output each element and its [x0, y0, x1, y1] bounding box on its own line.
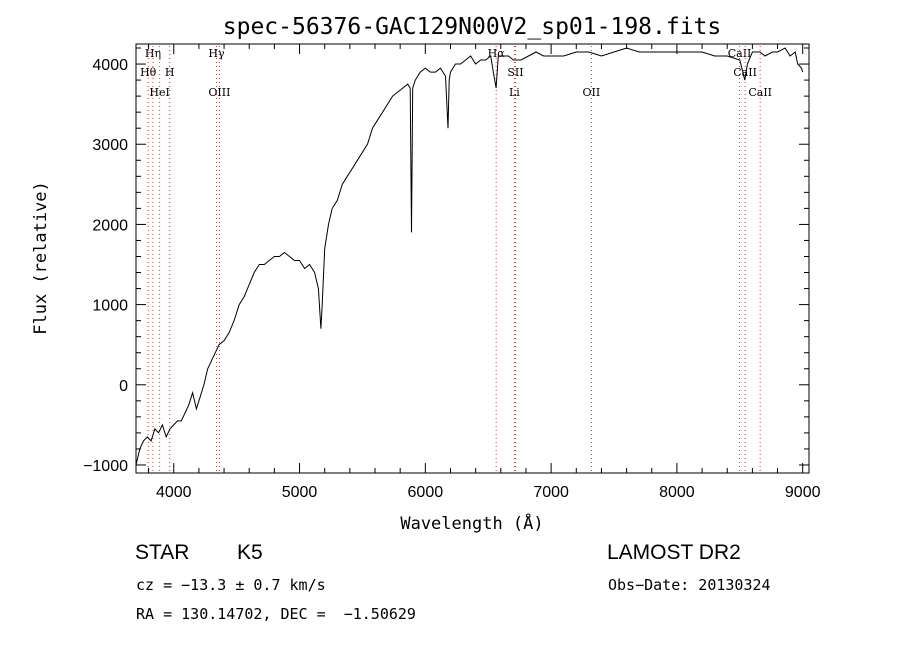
x-tick-label: 5000: [282, 484, 318, 501]
axis-ticks-layer: 4000 5000 6000 7000 8000 9000 −1000 0 1000 2000 30…: [83, 44, 821, 501]
y-tick-label: 1000: [92, 298, 128, 315]
line-label: Hθ: [140, 66, 157, 79]
y-axis-label: Flux (relative): [31, 181, 51, 335]
line-label: SII: [507, 66, 523, 79]
line-label: Hγ: [208, 47, 225, 60]
y-tick-label: 0: [119, 378, 128, 395]
y-tick-label: 2000: [92, 217, 128, 234]
line-label: H: [165, 66, 175, 79]
y-tick-label: −1000: [83, 458, 128, 475]
spectrum-chart: spec-56376-GAC129N00V2_sp01-198.fits HηH…: [31, 14, 821, 534]
chart-title: spec-56376-GAC129N00V2_sp01-198.fits: [223, 14, 722, 40]
plot-frame: [135, 43, 810, 474]
y-tick-label: 4000: [92, 57, 128, 74]
coordinates: RA = 130.14702, DEC = −1.50629: [136, 605, 416, 623]
line-label: OIII: [208, 86, 230, 99]
line-label: CaII: [733, 66, 757, 79]
x-axis-label: Wavelength (Å): [400, 512, 543, 534]
x-tick-label: 4000: [156, 484, 192, 501]
x-tick-label: 9000: [785, 484, 821, 501]
x-tick-label: 8000: [659, 484, 695, 501]
y-tick-label: 3000: [92, 137, 128, 154]
object-subclass: K5: [237, 541, 263, 564]
x-tick-label: 6000: [408, 484, 444, 501]
line-label: OII: [583, 86, 601, 99]
line-label: HeI: [149, 86, 169, 99]
line-label: CaII: [748, 86, 772, 99]
line-label: CaII: [728, 47, 752, 60]
x-tick-label: 7000: [533, 484, 569, 501]
object-class: STAR: [135, 541, 190, 564]
survey-name: LAMOST DR2: [607, 541, 741, 564]
line-label: Hα: [488, 47, 506, 60]
line-label: Hη: [145, 47, 161, 60]
redshift-cz: cz = −13.3 ± 0.7 km/s: [136, 576, 326, 594]
spectrum-series-line: [135, 47, 804, 466]
line-label: Li: [509, 86, 520, 99]
observation-date: Obs−Date: 20130324: [608, 576, 771, 594]
